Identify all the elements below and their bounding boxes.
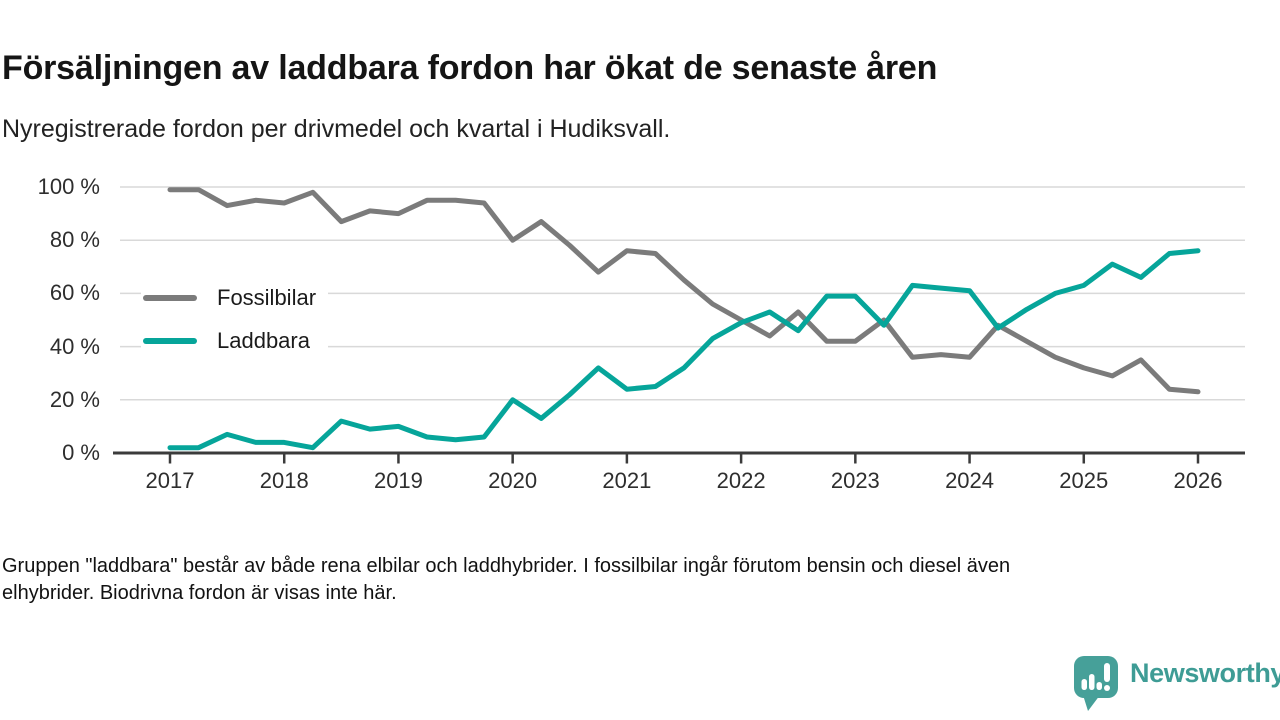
x-axis-tick-label: 2017 — [145, 468, 195, 493]
legend-label: Fossilbilar — [217, 285, 317, 310]
chart-area: 0 % 20 % 40 % 60 % 80 % 100 % 2017 2018 2019 202… — [0, 165, 1280, 515]
x-axis-tick-label: 2019 — [373, 468, 423, 493]
y-axis-tick-label: 60 % — [49, 280, 100, 306]
footnote-line2: elhybrider. Biodrivna fordon är visas in… — [2, 582, 397, 604]
x-axis-tick-label: 2026 — [1173, 468, 1223, 493]
legend-swatch-gray — [143, 295, 197, 301]
x-axis-tick-label: 2024 — [945, 468, 995, 493]
chart-subtitle: Nyregistrerade fordon per drivmedel och … — [2, 115, 671, 143]
y-axis-tick-label: 100 % — [37, 174, 100, 199]
x-axis-tick-label: 2023 — [830, 468, 880, 493]
x-axis-tick-label: 2018 — [259, 468, 309, 493]
footnote-line1: Gruppen "laddbara" består av både rena e… — [2, 555, 1011, 577]
legend-item-fossilbilar: Fossilbilar — [141, 282, 329, 314]
x-axis-tick-label: 2020 — [488, 468, 538, 493]
x-axis-tick-label: 2021 — [602, 468, 652, 493]
y-axis-tick-label: 80 % — [49, 227, 100, 253]
x-axis-tick-label: 2022 — [716, 468, 766, 493]
series-line-laddbara — [167, 248, 1201, 451]
series-line-fossilbilar — [167, 187, 1201, 395]
newsworthy-logo-text: Newsworthy — [1130, 658, 1280, 688]
y-axis-tick-label: 0 % — [62, 440, 100, 465]
legend-label: Laddbara — [217, 328, 310, 353]
legend-swatch-teal — [143, 338, 197, 344]
speech-bubble-icon — [1074, 656, 1118, 711]
legend-item-laddbara: Laddbara — [141, 325, 329, 357]
y-axis-tick-label: 40 % — [49, 333, 100, 359]
x-axis-tick-label: 2025 — [1059, 468, 1109, 493]
chart-legend: Fossilbilar Laddbara — [141, 282, 329, 357]
newsworthy-logo-icon — [1074, 656, 1118, 711]
y-axis-tick-label: 20 % — [49, 386, 100, 412]
newsworthy-branding: Newsworthy — [1073, 655, 1280, 713]
chart-footnote: Gruppen "laddbara" består av både rena e… — [2, 553, 1232, 607]
page-title: Försäljningen av laddbara fordon har öka… — [2, 48, 938, 87]
